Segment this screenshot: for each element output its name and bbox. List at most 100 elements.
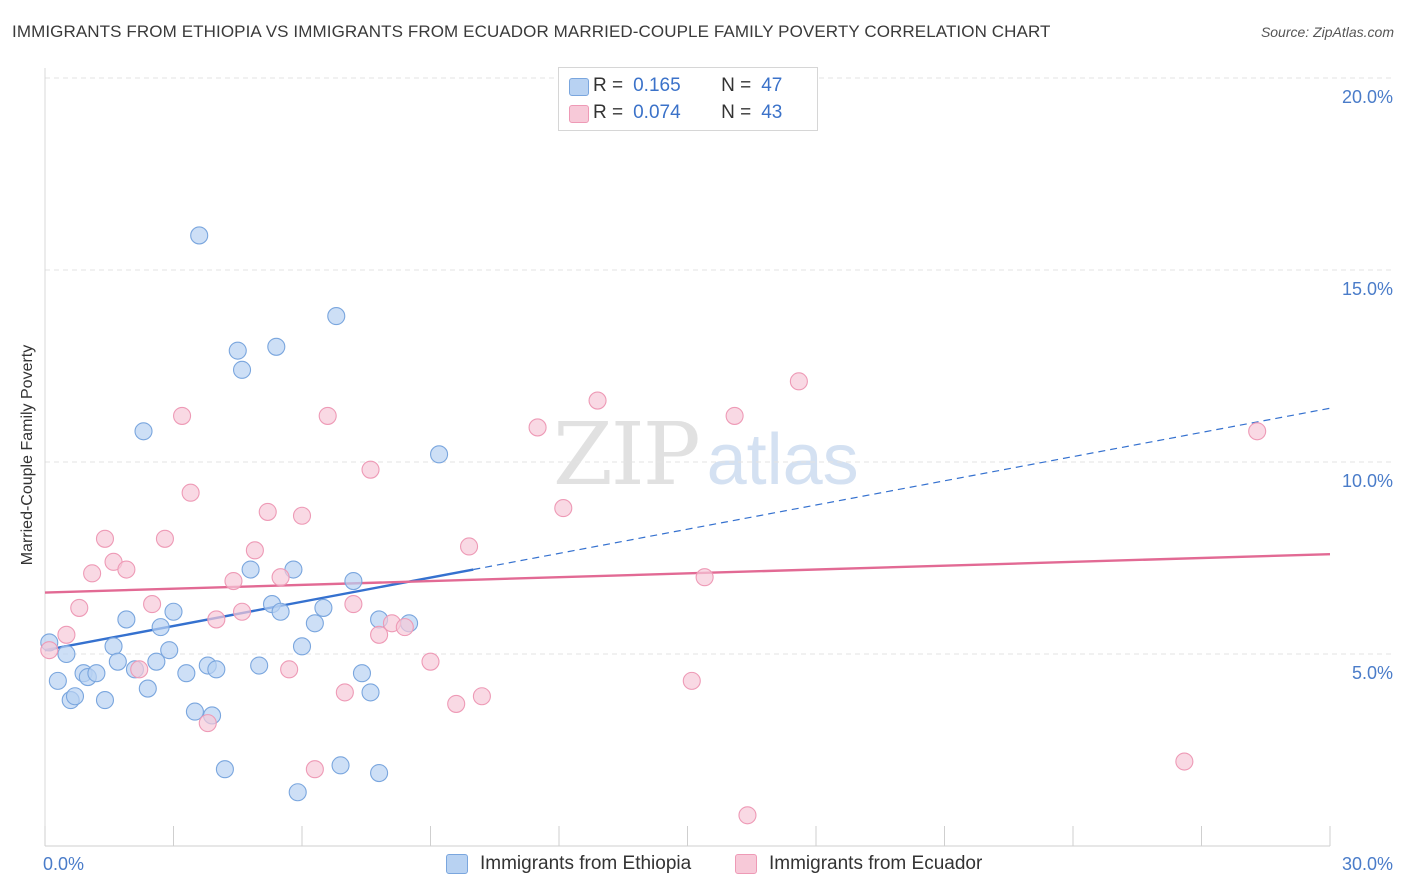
ecuador-point: [245, 541, 264, 560]
ecuador-point: [117, 560, 136, 579]
ecuador-point: [421, 652, 440, 671]
x-tick-label: 0.0%: [43, 854, 84, 874]
chart-title: IMMIGRANTS FROM ETHIOPIA VS IMMIGRANTS F…: [12, 22, 1051, 41]
ethiopia-point: [232, 360, 252, 379]
ethiopia-point: [185, 702, 204, 721]
legend-r-label: R =: [593, 102, 624, 123]
ecuador-point: [143, 595, 162, 614]
ecuador-point: [1175, 752, 1194, 771]
ecuador-point: [361, 460, 380, 479]
ecuador-point: [57, 625, 76, 644]
ecuador-point: [173, 406, 192, 425]
ecuador-point: [335, 683, 354, 702]
bottom-legend-ethiopia: Immigrants from Ethiopia: [446, 852, 691, 876]
ethiopia-point: [271, 602, 290, 621]
ethiopia-point: [352, 664, 372, 683]
ethiopia-point: [250, 656, 269, 675]
series-name-ecuador: Immigrants from Ecuador: [769, 853, 983, 874]
legend-row-ethiopia: R = 0.165 N = 47: [569, 74, 782, 98]
ecuador-point: [554, 499, 573, 518]
points-layer: [40, 226, 1267, 825]
ecuador-point: [318, 406, 337, 425]
y-tick-label: 10.0%: [1342, 471, 1393, 491]
ecuador-point: [95, 529, 115, 548]
ethiopia-point: [108, 652, 127, 671]
ethiopia-point: [228, 341, 247, 360]
legend-n-label: N =: [721, 75, 752, 96]
ecuador-point: [232, 602, 252, 621]
ethiopia-point: [151, 618, 170, 637]
y-tick-label: 5.0%: [1352, 663, 1393, 683]
ecuador-point: [370, 625, 389, 644]
y-tick-label: 15.0%: [1342, 279, 1393, 299]
ethiopia-point: [95, 691, 115, 710]
ecuador-point: [181, 483, 200, 502]
ecuador-point: [459, 537, 479, 556]
ecuador-point: [789, 372, 808, 391]
ecuador-point: [447, 694, 466, 713]
ecuador-point: [1248, 422, 1267, 441]
ecuador-trend-line: [44, 552, 1331, 594]
legend-n-label: N =: [721, 102, 752, 123]
zipatlas-watermark: ZIP atlas: [553, 405, 859, 505]
ethiopia-point: [65, 687, 85, 706]
legend-row-ecuador: R = 0.074 N = 43: [569, 101, 783, 125]
series-name-ethiopia: Immigrants from Ethiopia: [480, 853, 692, 874]
axis-layer: [44, 68, 1331, 847]
ethiopia-point: [134, 422, 153, 441]
ethiopia-point: [190, 226, 209, 245]
ecuador-point: [472, 687, 491, 706]
ecuador-point: [528, 418, 547, 437]
ethiopia-point: [344, 571, 363, 591]
ethiopia-trend-extension: [473, 407, 1331, 571]
ethiopia-point: [370, 763, 389, 783]
ethiopia-point: [147, 652, 166, 671]
ethiopia-point: [292, 637, 312, 656]
ethiopia-point: [361, 683, 380, 702]
ecuador-point: [682, 671, 701, 690]
ethiopia-point: [164, 602, 183, 621]
ethiopia-swatch: [446, 854, 468, 874]
ecuador-point: [738, 806, 757, 825]
ecuador-point: [207, 610, 226, 629]
correlation-legend: R = 0.165 N = 47 R = 0.074 N = 43: [558, 67, 818, 131]
ethiopia-point: [331, 756, 350, 775]
ethiopia-point: [48, 671, 67, 690]
ecuador-swatch: [735, 854, 757, 874]
legend-r-value: 0.074: [633, 102, 681, 123]
ecuador-swatch: [569, 105, 589, 123]
ethiopia-point: [314, 598, 333, 617]
bottom-legend-ecuador: Immigrants from Ecuador: [735, 852, 982, 876]
ethiopia-point: [138, 679, 157, 698]
ethiopia-point: [117, 610, 136, 629]
ecuador-point: [395, 618, 414, 637]
source-label: Source: ZipAtlas.com: [1260, 24, 1394, 40]
ecuador-point: [40, 641, 59, 660]
ethiopia-swatch: [569, 78, 589, 96]
ecuador-point: [224, 571, 243, 591]
x-tick-label: 30.0%: [1342, 854, 1393, 874]
ecuador-point: [198, 714, 217, 733]
ecuador-point: [258, 502, 277, 521]
ethiopia-point: [57, 644, 76, 664]
legend-r-label: R =: [593, 75, 624, 96]
legend-n-value: 43: [761, 102, 783, 123]
ecuador-point: [725, 406, 744, 425]
ecuador-point: [280, 660, 299, 679]
watermark-atlas: atlas: [706, 420, 859, 500]
ethiopia-point: [104, 637, 123, 656]
legend-r-value: 0.165: [633, 75, 681, 96]
ecuador-point: [695, 568, 714, 587]
watermark-zip: ZIP: [553, 405, 701, 505]
ethiopia-point: [87, 664, 106, 683]
ethiopia-point: [207, 660, 226, 679]
ethiopia-point: [177, 664, 196, 683]
ecuador-point: [271, 568, 290, 587]
ecuador-point: [344, 595, 363, 614]
ethiopia-point: [288, 783, 307, 802]
tick-label-layer: 5.0% 10.0% 15.0% 20.0% 0.0% 30.0%: [43, 87, 1393, 874]
ecuador-point: [155, 529, 174, 548]
ecuador-point: [588, 391, 607, 410]
ethiopia-point: [267, 337, 286, 356]
